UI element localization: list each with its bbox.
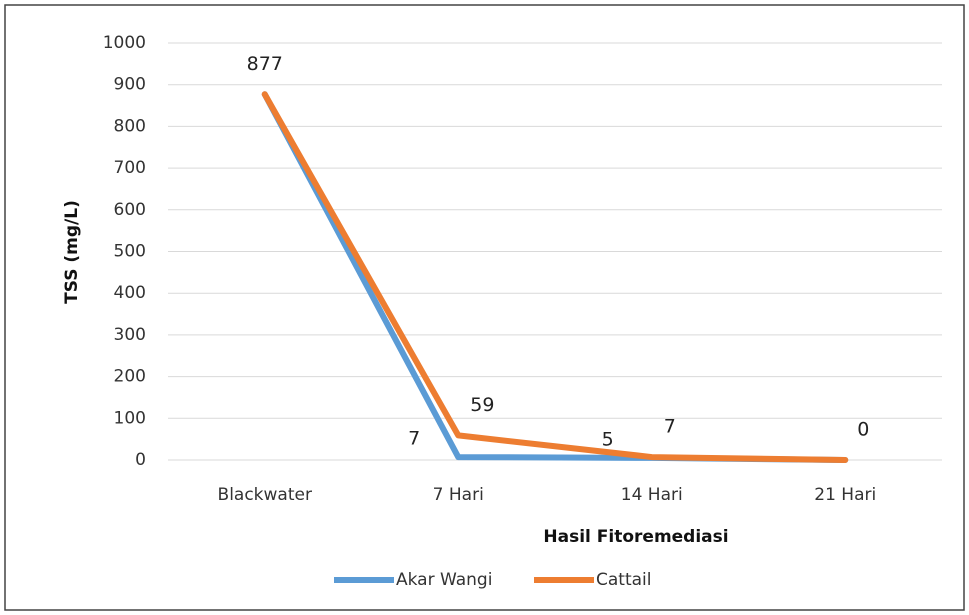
y-tick-label: 1000	[103, 33, 146, 53]
y-tick-label: 200	[114, 367, 146, 387]
data-label: 0	[857, 419, 869, 441]
data-label: 5	[602, 428, 614, 450]
y-tick-label: 500	[114, 242, 146, 262]
data-label: 7	[664, 416, 676, 438]
x-axis-title: Hasil Fitoremediasi	[543, 527, 728, 547]
y-tick-label: 800	[114, 116, 146, 136]
data-label: 7	[408, 428, 420, 450]
data-label: 877	[247, 53, 283, 75]
series-line	[261, 91, 849, 463]
chart-border	[4, 4, 965, 611]
legend-label: Cattail	[596, 570, 651, 590]
y-tick-label: 700	[114, 158, 146, 178]
legend-label: Akar Wangi	[396, 570, 492, 590]
y-tick-label: 100	[114, 408, 146, 428]
y-tick-label: 400	[114, 283, 146, 303]
y-axis-title: TSS (mg/L)	[62, 200, 82, 304]
x-tick-label: 21 Hari	[814, 485, 876, 505]
y-tick-label: 900	[114, 75, 146, 95]
x-tick-label: Blackwater	[218, 485, 312, 505]
y-tick-label: 300	[114, 325, 146, 345]
data-label: 59	[470, 394, 494, 416]
y-tick-label: 0	[135, 450, 146, 470]
y-tick-label: 600	[114, 200, 146, 220]
x-tick-label: 14 Hari	[621, 485, 683, 505]
x-tick-label: 7 Hari	[433, 485, 484, 505]
